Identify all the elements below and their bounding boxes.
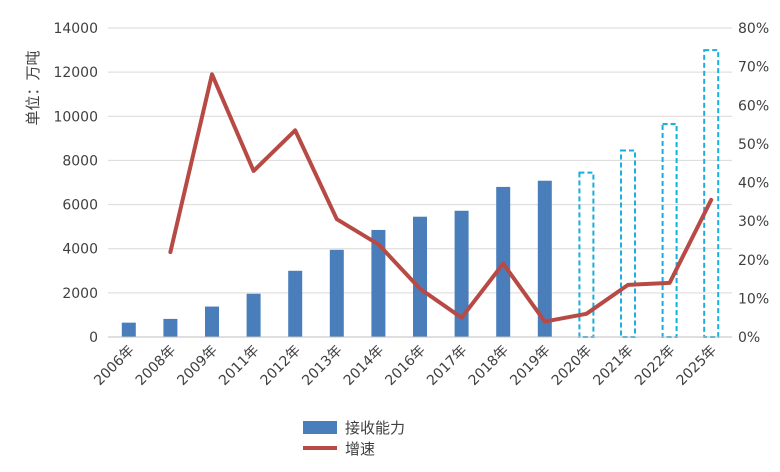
y-right-tick-label: 40%: [738, 176, 769, 192]
y-left-tick-label: 2000: [62, 286, 98, 302]
x-tick-label: 2008年: [133, 343, 179, 389]
x-tick-label: 2012年: [258, 343, 304, 389]
bar: [247, 294, 261, 337]
y-left-tick-label: 0: [89, 330, 98, 346]
growth-line-series: [170, 74, 711, 321]
y-right-tick-label: 10%: [738, 291, 769, 307]
x-tick-label: 2017年: [424, 343, 470, 389]
bar: [330, 250, 344, 337]
bar: [288, 271, 302, 337]
bar: [163, 319, 177, 337]
forecast-bar: [621, 150, 635, 337]
y-axis-label: 单位：万吨: [24, 50, 42, 125]
y-left-tick-label: 6000: [62, 198, 98, 214]
y-right-tick-label: 20%: [738, 253, 769, 269]
y-left-tick-label: 12000: [53, 65, 98, 81]
x-tick-label: 2018年: [466, 343, 512, 389]
y-left-tick-label: 4000: [62, 242, 98, 258]
y-left-tick-label: 14000: [53, 21, 98, 37]
x-tick-label: 2006年: [91, 343, 137, 389]
legend: 接收能力 增速: [303, 419, 405, 458]
bar-series: [122, 50, 718, 337]
x-tick-label: 2022年: [632, 343, 678, 389]
bar: [122, 323, 136, 337]
x-tick-label: 2025年: [674, 343, 720, 389]
x-tick-label: 2019年: [507, 343, 553, 389]
growth-line: [170, 74, 711, 321]
y-right-tick-label: 80%: [738, 21, 769, 37]
y-left-tick-label: 8000: [62, 153, 98, 169]
forecast-bar: [704, 50, 718, 337]
y-right-tick-label: 60%: [738, 98, 769, 114]
y-right-tick-label: 50%: [738, 137, 769, 153]
x-tick-label: 2011年: [216, 343, 262, 389]
x-tick-label: 2021年: [590, 343, 636, 389]
y-right-tick-label: 0%: [738, 330, 760, 346]
x-tick-label: 2020年: [549, 343, 595, 389]
bar: [413, 217, 427, 337]
x-tick-label: 2014年: [341, 343, 387, 389]
legend-swatch-bar: [303, 421, 337, 434]
y-right-tick-label: 70%: [738, 60, 769, 76]
legend-label-bar: 接收能力: [345, 419, 405, 437]
y-right-tick-label: 30%: [738, 214, 769, 230]
x-tick-label: 2009年: [174, 343, 220, 389]
x-tick-label: 2016年: [382, 343, 428, 389]
bar: [205, 307, 219, 337]
x-tick-label: 2013年: [299, 343, 345, 389]
legend-label-line: 增速: [345, 440, 375, 458]
y-left-tick-label: 10000: [53, 109, 98, 125]
forecast-bar: [663, 124, 677, 337]
